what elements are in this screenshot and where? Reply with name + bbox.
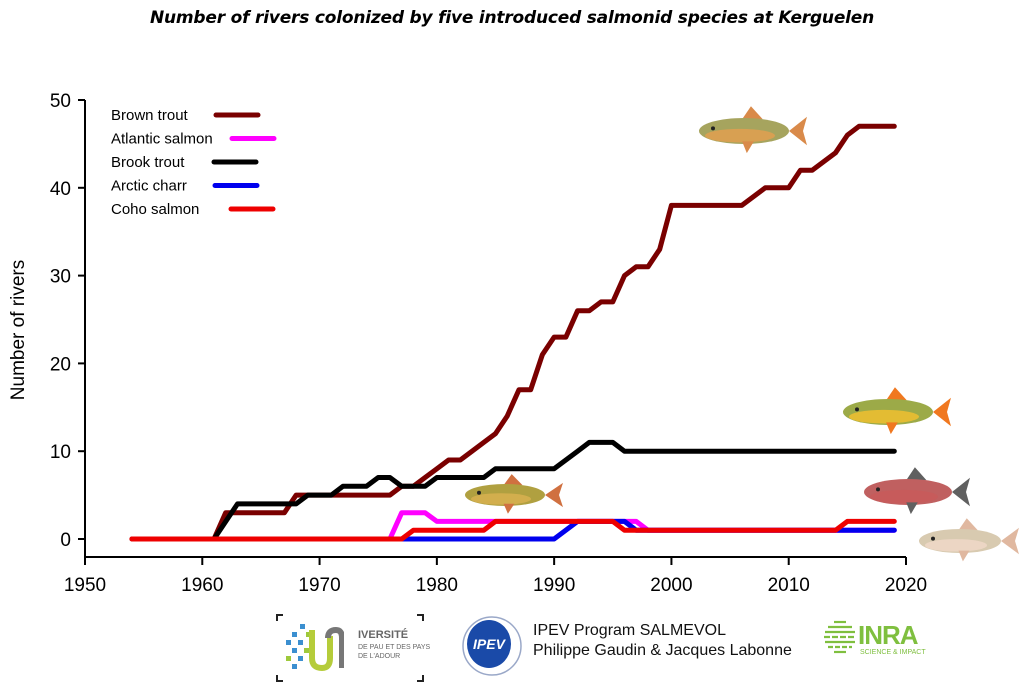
pelvic-fin bbox=[503, 503, 515, 514]
fish-eye bbox=[477, 490, 481, 495]
brown-trout-illustration bbox=[699, 106, 807, 154]
dorsal-fin bbox=[958, 518, 978, 531]
legend: Brown trout Atlantic salmon Brook trout Arc… bbox=[111, 107, 277, 218]
fish-eye bbox=[931, 536, 935, 541]
atlantic-salmon-illustration bbox=[465, 474, 563, 514]
x-tick-label: 1960 bbox=[181, 575, 223, 596]
axes: 0 10 20 30 40 50 1950 1960 1970 1980 1990 2000 2010 2… bbox=[8, 91, 927, 596]
x-tick-label: 1990 bbox=[533, 575, 575, 596]
credits: IPEV Program SALMEVOL Philippe Gaudin & … bbox=[533, 621, 792, 661]
legend-label: Arctic charr bbox=[111, 178, 187, 195]
pelvic-fin bbox=[958, 550, 970, 562]
fish-belly bbox=[925, 539, 987, 552]
university-pixel-icon bbox=[286, 624, 344, 672]
y-tick-label: 10 bbox=[50, 442, 71, 463]
fish-eye bbox=[855, 407, 859, 412]
ipev-logo: IPEV bbox=[458, 614, 528, 682]
series-lines bbox=[129, 123, 897, 542]
inra-logo: INRA SCIENCE & IMPACT bbox=[822, 616, 932, 666]
pelvic-fin bbox=[906, 502, 918, 515]
legend-label: Atlantic salmon bbox=[111, 131, 213, 148]
arctic-charr-illustration bbox=[919, 518, 1019, 562]
tail-fin bbox=[545, 482, 563, 508]
inra-tagline: SCIENCE & IMPACT bbox=[860, 649, 926, 656]
y-tick-label: 20 bbox=[50, 354, 71, 375]
y-tick-label: 0 bbox=[60, 530, 71, 551]
legend-label: Coho salmon bbox=[111, 201, 199, 218]
dorsal-fin bbox=[886, 387, 907, 401]
university-subtitle: DE PAU ET DES PAYS DE L'ADOUR bbox=[358, 644, 431, 660]
inra-globe-icon bbox=[824, 620, 856, 654]
y-tick-label: 40 bbox=[50, 179, 71, 200]
x-tick-label: 1950 bbox=[64, 575, 106, 596]
program-name: IPEV Program SALMEVOL bbox=[533, 622, 726, 639]
fish-eye bbox=[711, 126, 715, 131]
legend-label: Brown trout bbox=[111, 107, 189, 124]
x-tick-label: 1980 bbox=[416, 575, 458, 596]
fish-belly bbox=[849, 409, 919, 424]
series-line-coho-salmon bbox=[129, 518, 897, 542]
dorsal-fin bbox=[742, 106, 763, 120]
series-line-atlantic-salmon bbox=[387, 510, 897, 542]
university-pau-logo: IVERSITÉ DE PAU ET DES PAYS DE L'ADOUR bbox=[276, 614, 430, 682]
x-tick-label: 2020 bbox=[885, 575, 927, 596]
dorsal-fin bbox=[503, 474, 523, 486]
ipev-emblem-icon: IPEV bbox=[462, 616, 522, 676]
series-line-brook-trout bbox=[211, 439, 897, 542]
authors: Philippe Gaudin & Jacques Labonne bbox=[533, 642, 792, 659]
university-name: IVERSITÉ bbox=[358, 629, 409, 641]
legend-label: Brook trout bbox=[111, 154, 185, 171]
x-tick-label: 1970 bbox=[298, 575, 340, 596]
tail-fin bbox=[952, 477, 970, 507]
tail-fin bbox=[1001, 527, 1019, 555]
fish-eye bbox=[876, 487, 880, 492]
x-tick-label: 2000 bbox=[650, 575, 692, 596]
chart-title: Number of rivers colonized by five intro… bbox=[149, 8, 875, 28]
fish-belly bbox=[870, 489, 938, 504]
fish-belly bbox=[471, 493, 531, 505]
fish-illustrations bbox=[465, 106, 1019, 562]
line-chart: 0 10 20 30 40 50 1950 1960 1970 1980 1990 2000 2010 2… bbox=[8, 91, 1019, 596]
x-tick-label: 2010 bbox=[768, 575, 810, 596]
brook-trout-illustration bbox=[843, 387, 951, 435]
y-tick-label: 30 bbox=[50, 267, 71, 288]
fish-belly bbox=[705, 128, 775, 143]
inra-name: INRA bbox=[858, 620, 919, 650]
pelvic-fin bbox=[886, 422, 898, 435]
coho-salmon-illustration bbox=[864, 467, 970, 515]
svg-text:IPEV: IPEV bbox=[473, 636, 507, 652]
y-tick-label: 50 bbox=[50, 91, 71, 112]
pelvic-fin bbox=[742, 141, 754, 154]
tail-fin bbox=[933, 397, 951, 427]
dorsal-fin bbox=[906, 467, 927, 481]
footer: IVERSITÉ DE PAU ET DES PAYS DE L'ADOUR I… bbox=[0, 608, 1024, 686]
tail-fin bbox=[789, 116, 807, 146]
y-axis-title: Number of rivers bbox=[8, 260, 29, 400]
